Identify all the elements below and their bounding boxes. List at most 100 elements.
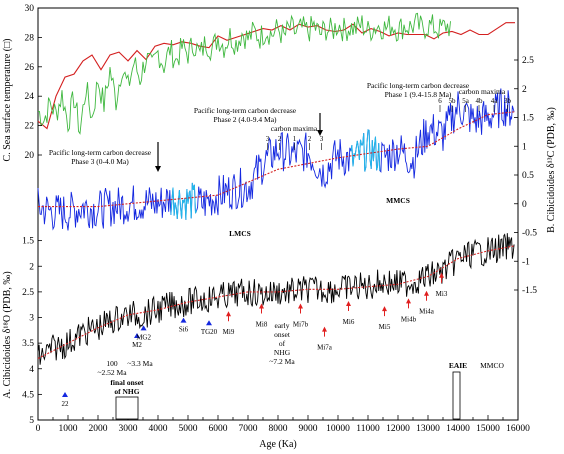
x-tick-label: 6000	[209, 424, 228, 434]
carbon-shift-segment-1	[350, 129, 381, 172]
x-tick-label: 11000	[356, 424, 380, 434]
cm-left-label: 3	[320, 135, 324, 143]
y-tick-label-B: 2	[522, 85, 527, 95]
event-arrowhead	[298, 303, 303, 309]
y-tick-label-C: 20	[25, 151, 35, 161]
cm-right-label: 4a	[491, 97, 499, 105]
cm-left-label: 2	[278, 135, 282, 143]
y-tick-label-C: 22	[25, 122, 35, 132]
event-triangle	[180, 317, 187, 323]
series-line-B-0	[37, 88, 515, 231]
x-tick-label: 14000	[446, 424, 470, 434]
y-tick-label-B: -1.5	[522, 286, 537, 296]
nhg-line-1: onset	[274, 330, 291, 339]
y-tick-label-B: 2.5	[522, 56, 534, 66]
event-triangle	[206, 320, 212, 326]
nhg-line-2: of	[279, 339, 286, 348]
phase1-sublabel: Phase 1 (9.4-15.8 Ma)	[385, 90, 452, 99]
event-label: Mi9	[223, 328, 235, 336]
final-onset-line-0: final onset	[110, 378, 144, 387]
cm-right-label: 4b	[476, 97, 484, 105]
y-tick-label-A: 2.5	[22, 288, 34, 298]
event-triangle	[140, 325, 147, 331]
x-tick-label: 10000	[326, 424, 350, 434]
y-tick-label-A: 2	[29, 262, 34, 272]
y-axis-label-d13c: B. Cibicidoides δ¹³C (PDB, ‰)	[546, 107, 557, 233]
y-tick-label-A: 5	[29, 416, 34, 426]
x-tick-label: 2000	[89, 424, 108, 434]
y-tick-label-C: 26	[25, 63, 35, 73]
nhg-line-0: early	[275, 321, 290, 330]
event-label: Mi8	[256, 321, 268, 329]
final-onset-box	[115, 396, 139, 420]
y-axis-label-d18o: A. Cibicidoides δ¹⁸O (PDB, ‰)	[2, 271, 13, 398]
nhg-line-3: NHG	[274, 348, 291, 357]
y-tick-label-C: 28	[25, 33, 35, 43]
series-line-A-1	[37, 245, 516, 359]
y-tick-label-A: 3	[29, 314, 34, 324]
event-arrowhead	[259, 303, 264, 309]
lmcs-label: LMCS	[229, 229, 251, 238]
y-tick-label-A: 4.5	[22, 390, 34, 400]
x-axis-label: Age (Ka)	[259, 439, 296, 450]
event-triangle	[134, 333, 140, 338]
x-tick-label: 15000	[476, 424, 500, 434]
x-tick-label: 0	[36, 424, 41, 434]
phase-boundary-arrowhead	[155, 166, 161, 172]
x-tick-label: 13000	[416, 424, 440, 434]
x-tick-label: 8000	[269, 424, 288, 434]
nhg-line-4: ~7.2 Ma	[269, 357, 295, 366]
y-tick-label-B: 1.5	[522, 114, 534, 124]
event-label: MG2	[136, 333, 151, 341]
m2-line-1: ~2.52 Ma	[97, 368, 127, 377]
event-label: TG20	[201, 328, 218, 336]
eaie-label: EAIE	[449, 361, 467, 370]
mmcs-label: MMCS	[386, 196, 410, 205]
event-label: Mi6	[343, 318, 355, 326]
phase2-sublabel: Phase 2 (4.0-9.4 Ma)	[213, 115, 277, 124]
x-tick-label: 12000	[386, 424, 410, 434]
event-arrowhead	[346, 300, 351, 306]
event-label: M2	[132, 341, 142, 349]
event-label: Mi5	[379, 323, 391, 331]
mmco-label: MMCO	[480, 361, 504, 370]
carbon-shift-segment-0	[170, 182, 198, 220]
event-arrowhead	[322, 326, 327, 332]
event-triangle	[62, 391, 68, 397]
phase2-label: Pacific long-term carbon decrease	[194, 106, 297, 115]
event-arrowhead	[382, 306, 387, 312]
m2-line-0: 100	[106, 359, 118, 368]
x-tick-label: 5000	[179, 424, 198, 434]
x-tick-label: 7000	[239, 424, 258, 434]
cm-right-label: 6	[438, 97, 442, 105]
cm-right-label: 3b	[504, 97, 512, 105]
cm-left-label: 1	[293, 135, 297, 143]
series-line-C-0	[37, 22, 515, 130]
final-onset-line-1: of NHG	[114, 387, 139, 396]
event-label: Mi4a	[419, 308, 435, 316]
y-tick-label-B: 0	[522, 200, 527, 210]
x-tick-label: 3000	[119, 424, 138, 434]
x-tick-label: 16000	[506, 424, 530, 434]
event-label: 22	[62, 400, 70, 408]
y-tick-label-C: 30	[25, 4, 35, 14]
carbon-maxima-label-right: carbon maxima	[459, 87, 506, 96]
eaie-box	[452, 371, 461, 420]
y-tick-label-A: 4	[29, 365, 34, 375]
phase1-label: Pacific long-term carbon decrease	[367, 81, 470, 90]
event-arrowhead	[226, 311, 231, 317]
m2-line-2: ~3.3 Ma	[127, 359, 153, 368]
phase-boundary-arrowhead	[317, 130, 323, 136]
event-label: Mi3	[436, 290, 448, 298]
event-label: Mi4b	[401, 315, 417, 323]
event-arrowhead	[406, 298, 411, 304]
y-tick-label-B: 0.5	[522, 171, 534, 181]
event-label: Si6	[179, 326, 189, 334]
y-axis-label-sst: C. Sea surface temperature (□)	[2, 39, 13, 162]
x-tick-label: 4000	[149, 424, 168, 434]
event-label: Mi7a	[317, 344, 333, 352]
cm-left-label: 3	[266, 135, 270, 143]
cm-left-label: 2	[308, 135, 312, 143]
x-tick-label: 9000	[299, 424, 318, 434]
